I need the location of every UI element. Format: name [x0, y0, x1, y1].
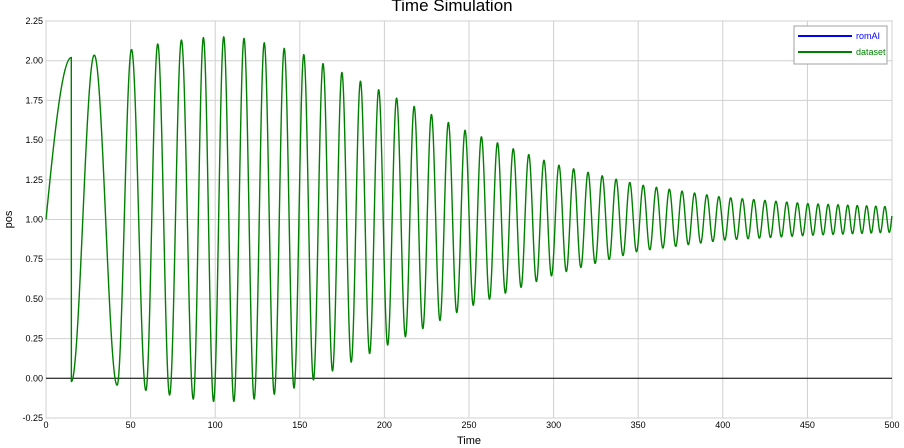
- legend-label-dataset: dataset: [856, 47, 886, 57]
- y-tick-label: 0.50: [25, 294, 43, 304]
- x-tick-label: 450: [800, 420, 815, 430]
- y-tick-label: 0.25: [25, 334, 43, 344]
- x-tick-label: 500: [884, 420, 899, 430]
- y-tick-label: 1.75: [25, 95, 43, 105]
- y-tick-label: 0.00: [25, 373, 43, 383]
- y-tick-label: 1.25: [25, 175, 43, 185]
- x-tick-label: 300: [546, 420, 561, 430]
- legend: romAI dataset: [793, 25, 888, 65]
- x-tick-label: 0: [43, 420, 48, 430]
- x-tick-label: 50: [126, 420, 136, 430]
- x-tick-label: 250: [461, 420, 476, 430]
- axes-layer: 0 50 100 150 200 250 300 350 400 450 500 -0.25 0.00 0…: [3, 16, 900, 447]
- x-tick-label: 100: [208, 420, 223, 430]
- chart-title: Time Simulation: [391, 0, 513, 15]
- series-line-dataset: [45, 36, 893, 403]
- x-tick-label: 350: [631, 420, 646, 430]
- x-tick-label: 400: [715, 420, 730, 430]
- data-layer: [45, 36, 893, 403]
- y-tick-label: -0.25: [22, 413, 43, 423]
- y-tick-label: 1.50: [25, 135, 43, 145]
- x-tick-label: 150: [292, 420, 307, 430]
- x-tick-label: 200: [377, 420, 392, 430]
- y-tick-label: 0.75: [25, 254, 43, 264]
- legend-label-romAI: romAI: [856, 31, 880, 41]
- legend-box: [793, 25, 888, 65]
- y-tick-label: 2.00: [25, 56, 43, 66]
- x-axis-label: Time: [457, 435, 481, 447]
- y-tick-label: 1.00: [25, 215, 43, 225]
- y-axis-label: pos: [3, 210, 15, 228]
- y-tick-label: 2.25: [25, 16, 43, 26]
